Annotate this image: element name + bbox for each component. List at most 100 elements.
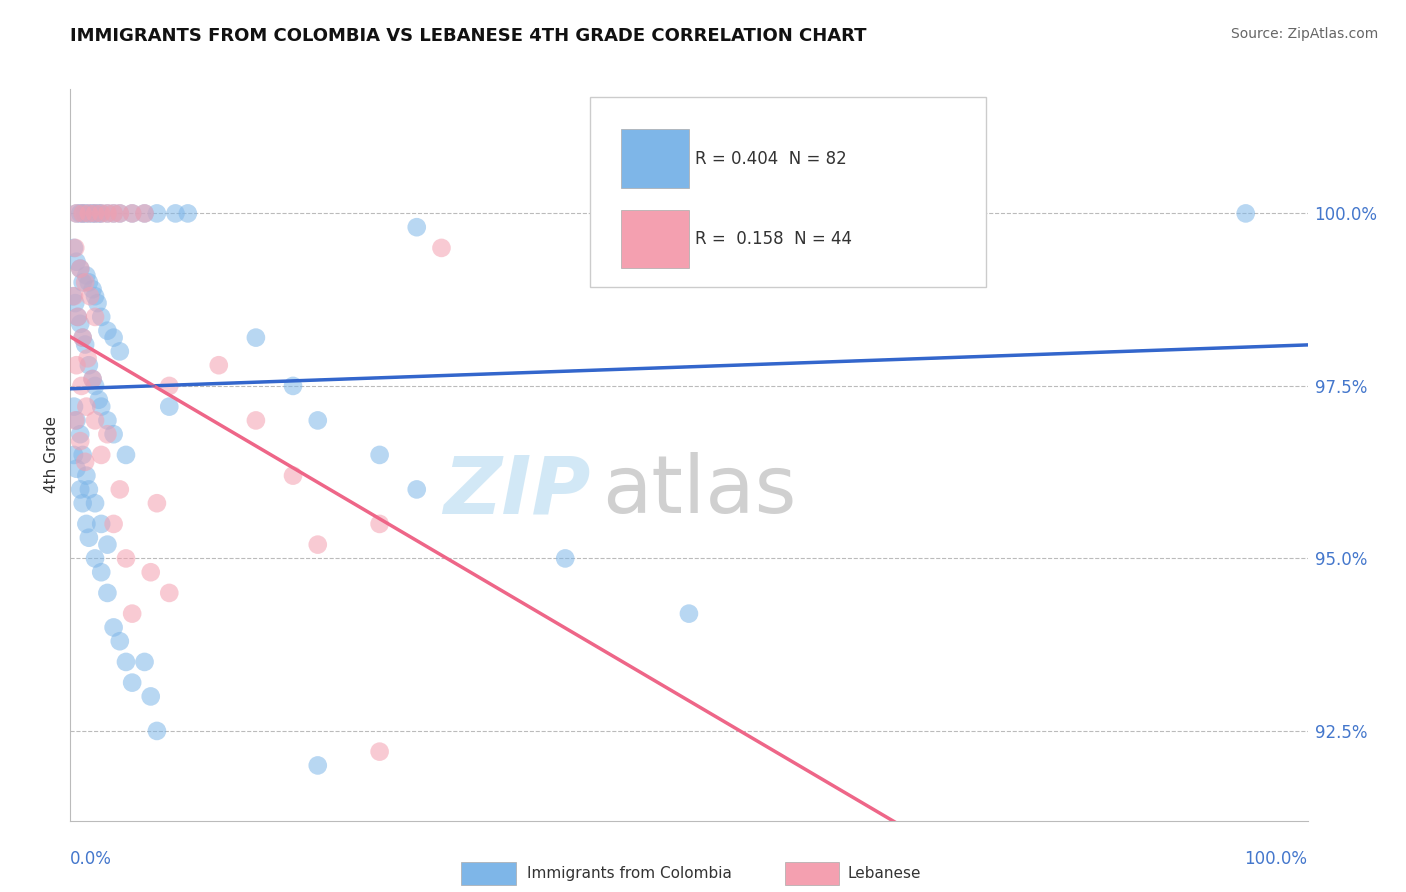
Point <box>115 448 138 462</box>
Point <box>96 206 118 220</box>
Point <box>72 206 94 220</box>
FancyBboxPatch shape <box>621 129 689 188</box>
Point <box>69 427 91 442</box>
Point <box>96 413 118 427</box>
Point <box>75 516 97 531</box>
Point <box>75 400 97 414</box>
Point <box>108 344 131 359</box>
Point <box>82 206 104 220</box>
Point <box>281 468 304 483</box>
Point <box>90 516 112 531</box>
Point <box>65 296 87 310</box>
Point <box>108 483 131 497</box>
Text: 100.0%: 100.0% <box>1244 850 1308 868</box>
Text: 0.0%: 0.0% <box>70 850 112 868</box>
Point <box>66 310 89 324</box>
Point <box>87 392 110 407</box>
Point <box>75 468 97 483</box>
Point <box>96 206 118 220</box>
Point <box>75 268 97 283</box>
Point <box>84 379 107 393</box>
Point <box>72 330 94 344</box>
Point <box>63 241 86 255</box>
Point <box>63 448 86 462</box>
Point <box>740 206 762 220</box>
Point <box>139 690 162 704</box>
Point <box>405 483 427 497</box>
Point <box>405 220 427 235</box>
Point <box>108 634 131 648</box>
Point <box>307 413 329 427</box>
Point <box>69 261 91 276</box>
Point <box>115 655 138 669</box>
Point <box>134 206 156 220</box>
Point <box>77 206 100 220</box>
Text: Source: ZipAtlas.com: Source: ZipAtlas.com <box>1230 27 1378 41</box>
Point <box>165 206 187 220</box>
Point <box>65 254 87 268</box>
Point <box>72 330 94 344</box>
Point <box>65 206 87 220</box>
Point <box>65 413 87 427</box>
Point <box>108 206 131 220</box>
Point <box>121 206 143 220</box>
Point <box>925 206 948 220</box>
Point <box>90 206 112 220</box>
Point <box>77 358 100 372</box>
Point <box>65 461 87 475</box>
Point <box>146 206 169 220</box>
Point <box>84 496 107 510</box>
Text: IMMIGRANTS FROM COLOMBIA VS LEBANESE 4TH GRADE CORRELATION CHART: IMMIGRANTS FROM COLOMBIA VS LEBANESE 4TH… <box>70 27 868 45</box>
Text: ZIP: ZIP <box>443 452 591 531</box>
Point <box>75 276 97 290</box>
Text: Immigrants from Colombia: Immigrants from Colombia <box>527 866 733 880</box>
Point <box>69 261 91 276</box>
Point <box>1234 206 1257 220</box>
Point <box>96 427 118 442</box>
Point <box>75 337 97 351</box>
Point <box>90 400 112 414</box>
Point <box>75 206 97 220</box>
Point <box>307 538 329 552</box>
Point <box>72 206 94 220</box>
Point <box>103 206 125 220</box>
Point <box>84 551 107 566</box>
Point <box>281 379 304 393</box>
Point <box>84 206 107 220</box>
Point <box>66 310 89 324</box>
Point <box>96 586 118 600</box>
Point <box>69 317 91 331</box>
Point <box>84 413 107 427</box>
Point <box>146 496 169 510</box>
Point <box>77 276 100 290</box>
Point <box>430 241 453 255</box>
Point <box>139 566 162 580</box>
Point <box>82 372 104 386</box>
Point <box>62 289 84 303</box>
Point <box>115 551 138 566</box>
FancyBboxPatch shape <box>591 96 986 286</box>
Point <box>134 655 156 669</box>
Point <box>84 310 107 324</box>
Point <box>79 289 101 303</box>
Point <box>82 282 104 296</box>
Point <box>146 723 169 738</box>
Point <box>72 448 94 462</box>
Text: Lebanese: Lebanese <box>848 866 921 880</box>
Point <box>208 358 231 372</box>
Point <box>96 538 118 552</box>
FancyBboxPatch shape <box>621 210 689 268</box>
Point <box>72 496 94 510</box>
Point <box>368 745 391 759</box>
Point <box>103 206 125 220</box>
Point <box>157 586 180 600</box>
Text: atlas: atlas <box>602 452 797 531</box>
Y-axis label: 4th Grade: 4th Grade <box>44 417 59 493</box>
Point <box>96 324 118 338</box>
Point <box>307 758 329 772</box>
Text: R =  0.158  N = 44: R = 0.158 N = 44 <box>695 230 852 248</box>
Point <box>103 516 125 531</box>
Point <box>90 448 112 462</box>
Point <box>84 289 107 303</box>
Point <box>90 310 112 324</box>
